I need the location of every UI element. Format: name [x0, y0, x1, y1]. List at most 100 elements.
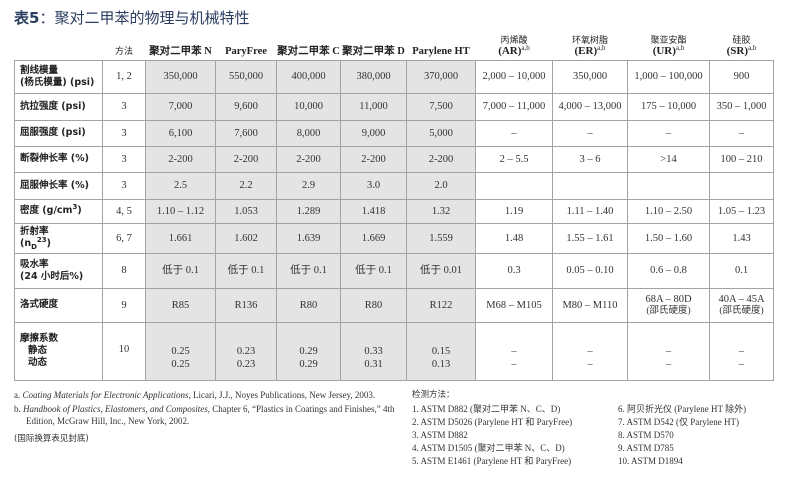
value-cell: 0.23 0.23 — [215, 321, 277, 381]
value-cell: 1.48 — [475, 222, 553, 254]
value: 40A – 45A — [718, 294, 765, 305]
column-header-abbr: (ER) — [574, 44, 598, 57]
value-cell: 175 – 10,000 — [627, 92, 710, 121]
value-cell: R122 — [406, 287, 476, 323]
value-cell: – – — [709, 321, 774, 381]
method-item: 7. ASTM D542 (仅 Parylene HT) — [618, 416, 739, 427]
value-cell: 低于 0.1 — [340, 252, 407, 289]
value-cell: R85 — [145, 287, 216, 323]
static-value: – — [665, 346, 672, 357]
value-cell: 6,100 — [145, 119, 216, 147]
value-cell: 0.29 0.29 — [276, 321, 341, 381]
corner-cell — [15, 30, 103, 60]
column-header-cn: 聚亚安酯 — [650, 34, 687, 45]
static-value: 0.15 — [431, 346, 451, 357]
value-cell: – – — [627, 321, 710, 381]
static-value: 0.25 — [171, 346, 190, 357]
method-cell: 3 — [102, 145, 146, 173]
value-cell: 2-200 — [276, 145, 341, 173]
method-item: 4. ASTM D1505 (聚对二甲苯 N、C、D) — [412, 442, 565, 453]
row-label-text: 折射率 — [20, 226, 49, 237]
value-cell: 低于 0.1 — [145, 252, 216, 289]
note-text: , Licari, J.J., Noyes Publications, New … — [188, 389, 376, 400]
value-cell: 低于 0.1 — [276, 252, 341, 289]
row-label: 洛式硬度 — [14, 287, 103, 323]
value-cell: R80 — [340, 287, 407, 323]
row-label: 割线模量 (杨氏模量) (psi) — [14, 59, 103, 94]
static-value: – — [738, 346, 745, 357]
method-item: 1. ASTM D882 (聚对二甲苯 N、C、D) — [412, 403, 561, 414]
value-cell: 1.32 — [406, 198, 476, 224]
table-row: 吸水率 (24 小时后%) 8 低于 0.1 低于 0.1 低于 0.1 低于 0.1 低于 … — [14, 252, 774, 289]
row-label-line2: (杨氏模量) (psi) — [20, 76, 95, 88]
methods-heading: 检测方法： — [412, 389, 455, 400]
value-cell: 低于 0.01 — [406, 252, 476, 289]
header-row: 方法 聚对二甲苯 N ParyFree 聚对二甲苯 C 聚对二甲苯 D Parylene … — [15, 30, 774, 60]
dynamic-value: – — [587, 359, 593, 370]
method-item: 2. ASTM D5026 (Parylene HT 和 ParyFree) — [412, 416, 573, 427]
column-header-cn: 硅胶 — [732, 34, 751, 45]
value-cell: 2.5 — [145, 171, 216, 200]
column-header: 聚对二甲苯 C — [277, 45, 340, 57]
label-sup: 23 — [36, 235, 47, 244]
value-cell: R136 — [215, 287, 277, 323]
row-label-line2: (n — [20, 238, 32, 249]
label-sup: 3 — [72, 202, 78, 211]
method-item: 9. ASTM D785 — [618, 442, 674, 453]
value-note: (邵氏硬度) — [646, 306, 691, 316]
column-header: 聚对二甲苯 D — [342, 45, 405, 57]
static-value: 0.33 — [364, 346, 383, 357]
value-cell: 7,500 — [406, 92, 476, 121]
method-item: 6. 阿贝折光仪 (Parylene HT 除外) — [618, 403, 747, 414]
dynamic-value: 0.31 — [364, 359, 383, 370]
value-cell: 1.418 — [340, 198, 407, 224]
value-note: (邵氏硬度) — [719, 306, 764, 316]
note-title: Coating Materials for Electronic Applica… — [22, 389, 189, 400]
value-cell: 1.053 — [215, 198, 277, 224]
label-sub: D — [31, 242, 37, 251]
value-cell: – — [627, 119, 710, 147]
test-methods: 检测方法： 1. ASTM D882 (聚对二甲苯 N、C、D) 2. ASTM … — [412, 389, 788, 468]
value-cell: 1.55 – 1.61 — [552, 222, 628, 254]
value-cell: – — [552, 119, 628, 147]
value-cell — [475, 171, 553, 200]
row-label-static: 静态 — [28, 345, 48, 356]
value-cell: 350,000 — [145, 59, 216, 94]
method-cell: 10 — [102, 321, 146, 381]
row-label-dynamic: 动态 — [28, 357, 48, 368]
value-cell: 2,000 – 10,000 — [475, 59, 553, 94]
value-cell: 3 – 6 — [552, 145, 628, 173]
row-label-line2: (24 小时后%) — [20, 270, 84, 282]
value-cell: 100 – 210 — [709, 145, 774, 173]
value-cell: 7,600 — [215, 119, 277, 147]
column-header: 方法 — [114, 45, 133, 56]
row-label: 折射率 (nD23) — [14, 222, 103, 254]
row-label: 吸水率 (24 小时后%) — [14, 252, 103, 289]
table-row: 抗拉强度 (psi) 3 7,000 9,600 10,000 11,000 7,500 7,… — [14, 92, 774, 121]
note-mark: a. — [14, 389, 21, 400]
value-cell: M80 – M110 — [552, 287, 628, 323]
dynamic-value: 0.13 — [431, 359, 451, 370]
value-cell: 2.9 — [276, 171, 341, 200]
column-header-ref: a,b — [675, 43, 685, 52]
column-header: 聚对二甲苯 N — [149, 45, 212, 57]
dynamic-value: 0.25 — [171, 359, 190, 370]
table-row: 屈服伸长率 (%) 3 2.5 2.2 2.9 3.0 2.0 — [14, 171, 774, 200]
row-label-text: 吸水率 — [20, 258, 49, 270]
value-cell — [552, 171, 628, 200]
row-label-text: 屈服伸长率 (%) — [20, 179, 90, 191]
column-header-abbr: (SR) — [726, 44, 749, 57]
value-cell: 40A – 45A (邵氏硬度) — [709, 287, 774, 323]
value-cell: 550,000 — [215, 59, 277, 94]
label-end: ) — [77, 205, 82, 216]
method-cell: 3 — [102, 119, 146, 147]
method-item: 10. ASTM D1894 — [618, 455, 683, 466]
value-cell: 9,600 — [215, 92, 277, 121]
method-cell: 3 — [102, 92, 146, 121]
value-cell: 10,000 — [276, 92, 341, 121]
value: 68A – 80D — [645, 294, 692, 305]
value-cell: 1.289 — [276, 198, 341, 224]
column-header: 丙烯酸 (AR)a,b — [476, 30, 553, 60]
references: a. Coating Materials for Electronic Appl… — [14, 389, 404, 468]
value-cell: 0.05 – 0.10 — [552, 252, 628, 289]
